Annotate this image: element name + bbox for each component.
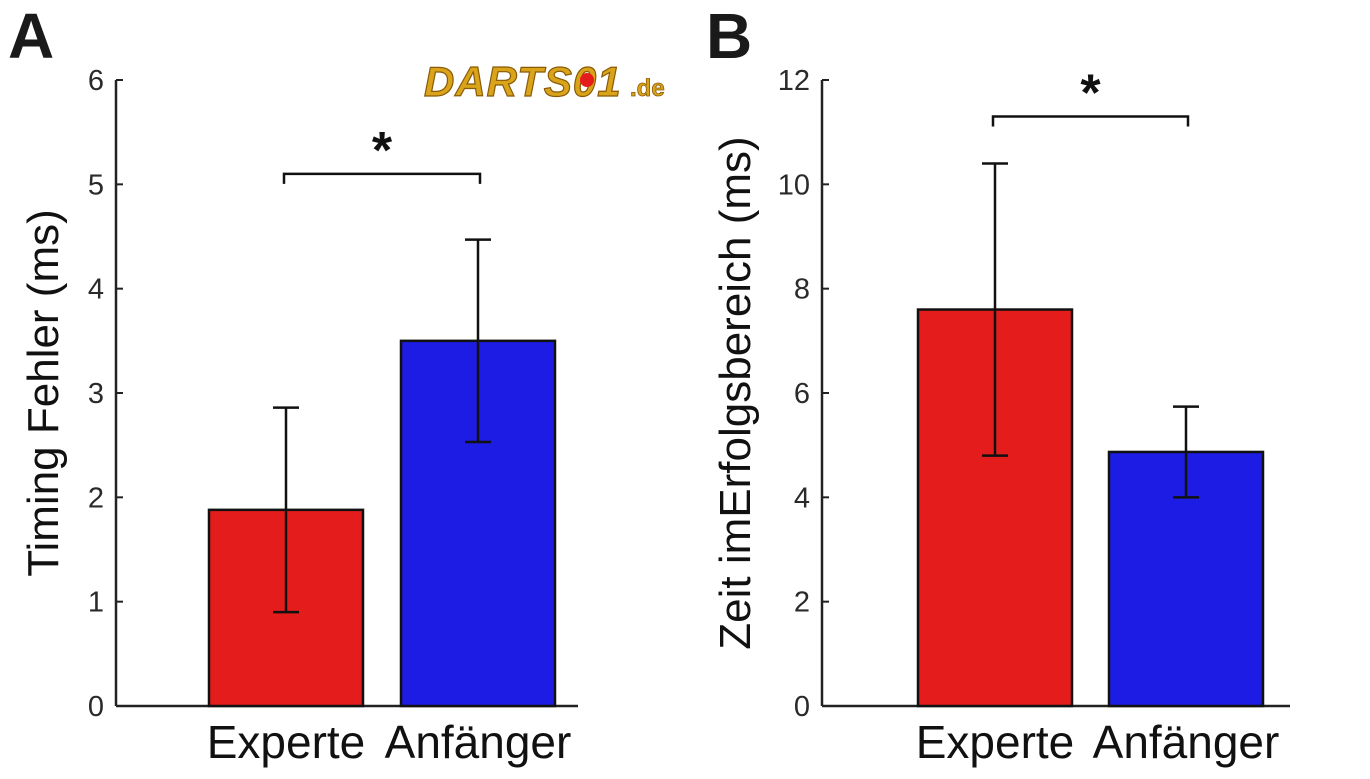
y-tick-label: 3	[88, 378, 104, 410]
y-tick-label: 4	[88, 274, 104, 306]
category-label: Anfänger	[1093, 716, 1280, 768]
panel-b-chart: B 0 2 4 6 8 10 12 Zeit imErfolgsbereich (ms) Expe…	[706, 0, 1290, 768]
y-tick-label: 0	[794, 691, 810, 723]
y-tick-label: 2	[794, 587, 810, 619]
y-tick-label: 2	[88, 482, 104, 514]
y-tick-label: 6	[88, 65, 104, 97]
panel-label: A	[8, 0, 54, 72]
y-tick-label: 10	[778, 169, 810, 201]
panel-label: B	[706, 0, 752, 72]
significance-star: *	[1080, 65, 1101, 123]
y-tick-label: 5	[88, 169, 104, 201]
watermark-logo: DARTS01 .de	[423, 57, 665, 105]
y-axis-title: Timing Fehler (ms)	[19, 209, 68, 577]
y-tick-label: 4	[794, 482, 810, 514]
y-tick-label: 12	[778, 65, 810, 97]
category-label: Anfänger	[385, 716, 572, 768]
y-tick-label: 8	[794, 274, 810, 306]
significance-bracket	[282, 172, 482, 184]
y-tick-label: 0	[88, 691, 104, 723]
watermark-dot-icon	[580, 73, 594, 87]
y-tick-label: 6	[794, 378, 810, 410]
y-tick-label: 1	[88, 587, 104, 619]
category-label: Experte	[916, 716, 1075, 768]
y-axis-title: Zeit imErfolgsbereich (ms)	[711, 136, 760, 649]
category-label: Experte	[207, 716, 366, 768]
panel-a-chart: A 0 1 2 3 4 5 6 Timing Fehler (ms) Experte Anfänge…	[8, 0, 578, 768]
watermark-suffix: .de	[630, 75, 665, 102]
significance-bracket	[991, 115, 1190, 127]
significance-star: *	[372, 122, 393, 180]
